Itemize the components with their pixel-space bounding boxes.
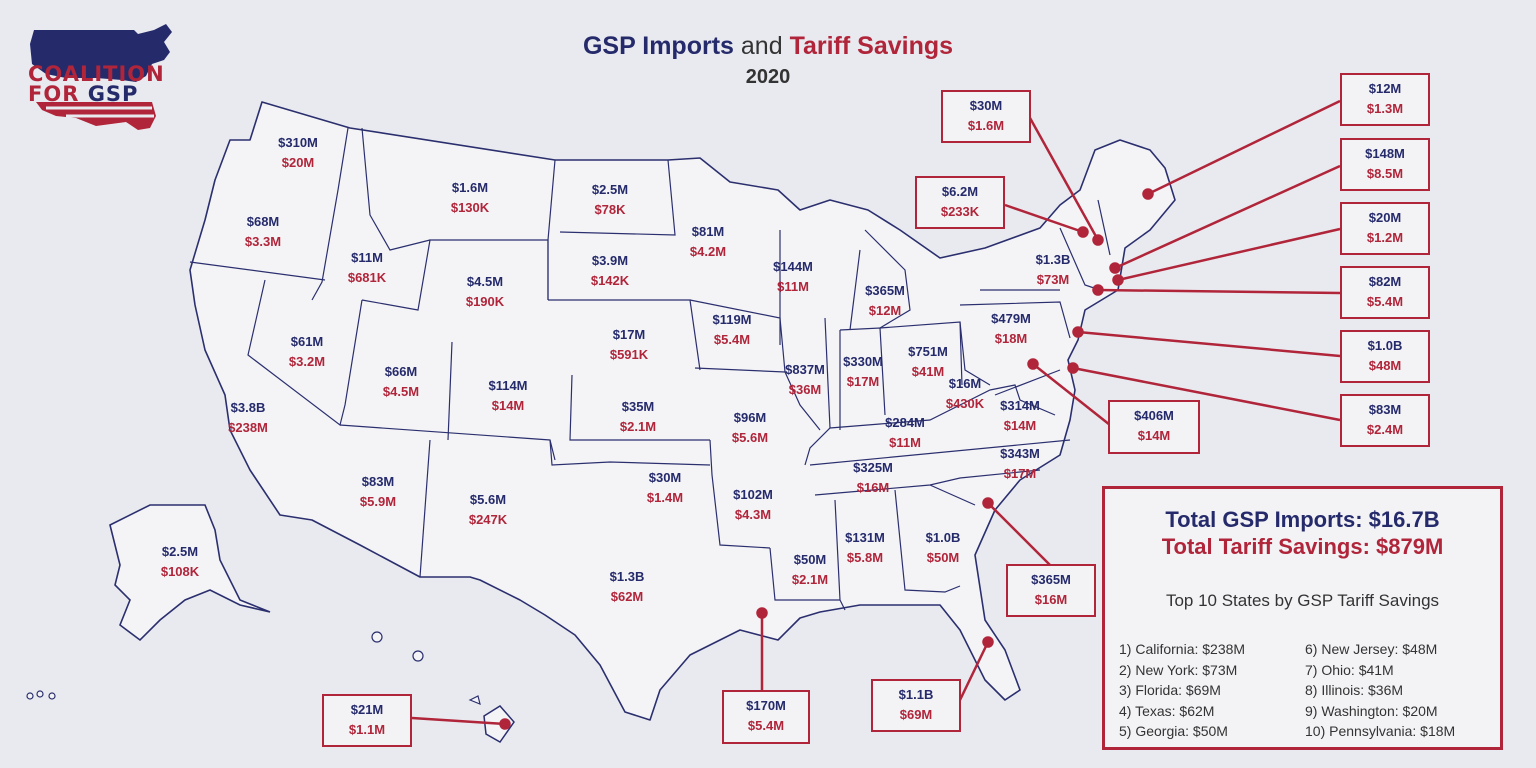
state-label-pa: $479M $18M: [991, 311, 1031, 346]
state-label-wi: $144M $11M: [773, 259, 813, 294]
state-label-al: $131M $5.8M: [845, 530, 885, 565]
state-label-ak: $2.5M $108K: [160, 544, 200, 579]
state-label-oh: $751M $41M: [908, 344, 948, 379]
title-savings: Tariff Savings: [789, 32, 954, 60]
state-label-ks: $35M $2.1M: [619, 399, 657, 434]
callout-ma: $148M $8.5M: [1340, 138, 1430, 191]
callout-fl: $1.1B $69M: [871, 679, 961, 732]
title-and: and: [740, 32, 783, 60]
top10-item: 6) New Jersey: $48M: [1305, 641, 1438, 657]
logo-line2: FOR GSP: [28, 82, 138, 106]
state-label-wy: $4.5M $190K: [465, 274, 505, 309]
state-label-az: $83M $5.9M: [359, 474, 397, 509]
top10-item: 1) California: $238M: [1119, 641, 1246, 657]
state-label-ms: $50M $2.1M: [791, 552, 829, 587]
page-year: 2020: [745, 66, 791, 88]
top10-item: 10) Pennsylvania: $18M: [1305, 723, 1456, 739]
callout-sc: $365M $16M: [1006, 564, 1096, 617]
callout-la: $170M $5.4M: [722, 690, 810, 744]
state-label-ky: $284M $11M: [885, 415, 925, 450]
state-label-ia: $119M $5.4M: [712, 312, 752, 347]
state-label-ok: $30M $1.4M: [646, 470, 684, 505]
top10-item: 2) New York: $73M: [1119, 661, 1238, 678]
state-label-nv: $61M $3.2M: [288, 334, 326, 369]
state-label-co: $114M $14M: [488, 378, 528, 413]
page-title: GSP Imports and Tariff Savings: [0, 32, 1536, 61]
top10-item: 9) Washington: $20M: [1305, 702, 1438, 719]
state-label-il: $837M $36M: [785, 362, 825, 397]
top10-list-right: 6) New Jersey: $48M 7) Ohio: $41M 8) Ill…: [1305, 639, 1455, 742]
state-label-sd: $3.9M $142K: [590, 253, 630, 288]
state-label-ga: $1.0B $50M: [925, 530, 961, 565]
top10-item: 4) Texas: $62M: [1119, 702, 1215, 719]
callout-de: $83M $2.4M: [1340, 394, 1430, 447]
total-imports: Total GSP Imports: $16.7B: [1165, 507, 1440, 532]
state-label-mi: $365M $12M: [865, 283, 905, 318]
state-label-ny: $1.3B $73M: [1035, 252, 1071, 287]
state-label-tx: $1.3B $62M: [609, 569, 645, 604]
top10-title: Top 10 States by GSP Tariff Savings: [1165, 591, 1440, 610]
state-label-nd: $2.5M $78K: [591, 182, 629, 217]
top10-item: 5) Georgia: $50M: [1119, 723, 1228, 739]
state-label-ar: $102M $4.3M: [733, 487, 773, 522]
top10-item: 8) Illinois: $36M: [1305, 682, 1404, 698]
logo-line1: COALITION: [28, 62, 165, 86]
coalition-logo: COALITION FOR GSP: [26, 24, 176, 136]
state-label-in: $330M $17M: [843, 354, 883, 389]
callout-vt: $30M $1.6M: [941, 90, 1031, 143]
top10-list-left: 1) California: $238M 2) New York: $73M 3…: [1119, 639, 1245, 742]
state-label-id: $11M $681K: [347, 250, 387, 285]
top10-item: 7) Ohio: $41M: [1305, 661, 1394, 678]
callout-me: $12M $1.3M: [1340, 73, 1430, 126]
us-flag-map-icon: [30, 24, 172, 130]
state-label-mn: $81M $4.2M: [689, 224, 727, 259]
top10-item: 3) Florida: $69M: [1119, 682, 1221, 698]
title-imports: GSP Imports: [582, 32, 734, 60]
state-label-ut: $66M $4.5M: [382, 364, 420, 399]
state-label-va: $314M $14M: [1000, 398, 1040, 433]
callout-nh: $6.2M $233K: [915, 176, 1005, 229]
state-label-or: $68M $3.3M: [244, 214, 282, 249]
callout-md: $406M $14M: [1108, 400, 1200, 454]
total-savings: Total Tariff Savings: $879M: [1161, 534, 1444, 559]
callout-hi: $21M $1.1M: [322, 694, 412, 747]
state-label-ca: $3.8B $238M: [228, 400, 268, 435]
callout-ct: $82M $5.4M: [1340, 266, 1430, 319]
mainland-outline: [189, 101, 1176, 721]
state-label-ne: $17M $591K: [609, 327, 649, 362]
alaska-outline: [109, 504, 271, 642]
totals-panel: Total GSP Imports: $16.7B Total Tariff S…: [1102, 486, 1503, 750]
callout-ri: $20M $1.2M: [1340, 202, 1430, 255]
callout-nj: $1.0B $48M: [1340, 330, 1430, 383]
state-label-tn: $325M $16M: [853, 460, 893, 495]
state-label-mo: $96M $5.6M: [731, 410, 769, 445]
state-label-nc: $343M $17M: [1000, 446, 1040, 481]
logo-for: FOR: [28, 82, 80, 106]
logo-gsp: GSP: [87, 82, 139, 106]
state-label-wv: $16M $430K: [945, 376, 985, 411]
state-label-nm: $5.6M $247K: [468, 492, 508, 527]
state-label-mt: $1.6M $130K: [450, 180, 490, 215]
state-label-wa: $310M $20M: [278, 135, 318, 170]
